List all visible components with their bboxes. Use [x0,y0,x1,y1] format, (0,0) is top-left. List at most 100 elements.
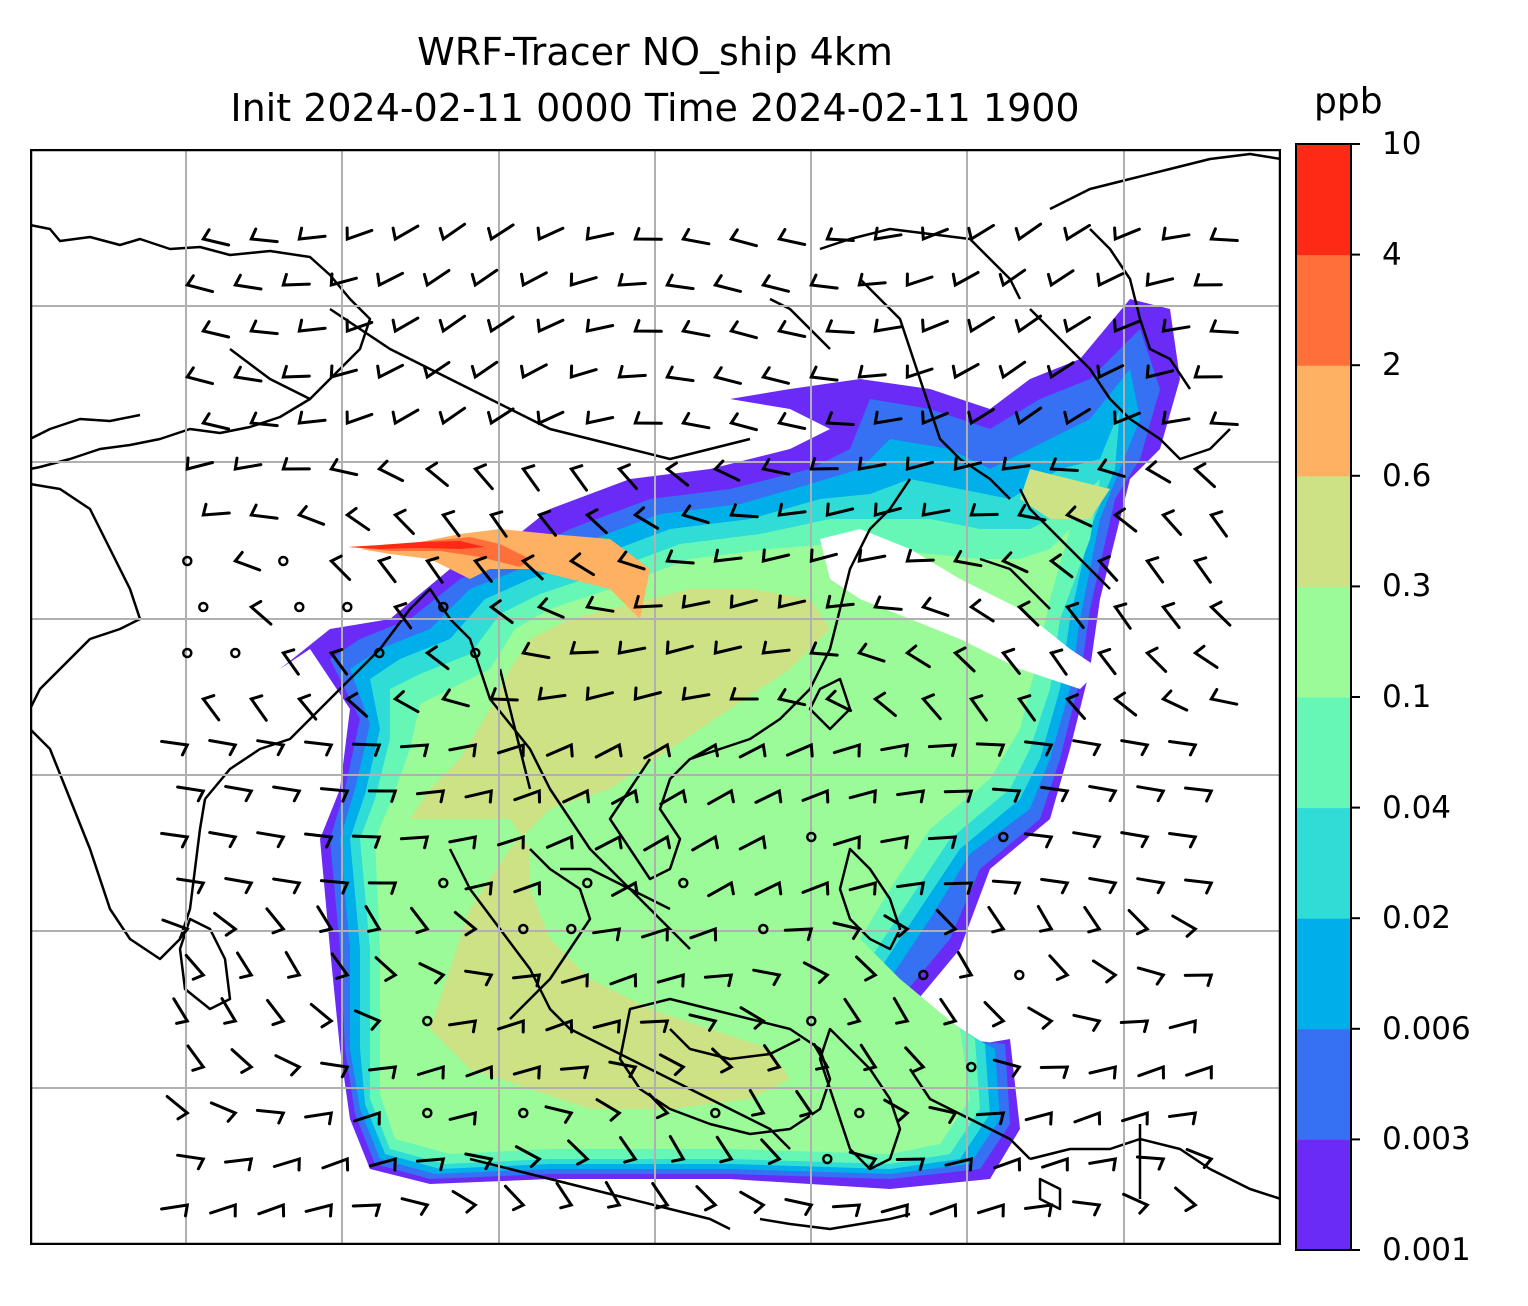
wind-barb [448,743,478,758]
wind-barb [391,224,420,242]
wind-barb [284,951,302,979]
wind-barb [873,226,903,241]
colorbar-tick-label: 10 [1382,126,1422,162]
wind-barb [351,1203,382,1218]
wind-barb [555,1181,574,1210]
field-level-9 [348,541,485,549]
colorbar-tick-label: 0.04 [1382,789,1452,826]
wind-barb [376,271,404,288]
wind-barb [1064,505,1093,528]
wind-barb [513,788,541,804]
wind-barb-calm [422,1015,433,1027]
wind-barb [703,973,734,988]
wind-barb [929,1202,958,1218]
wind-barb [585,318,615,333]
wind-barb [848,1150,878,1170]
wind-barb [873,318,903,333]
wind-barb [488,510,508,538]
wind-barb [1048,954,1070,981]
wind-barb [257,1202,286,1218]
wind-barb [1000,647,1021,675]
wind-barb [448,835,478,850]
wind-barb [1063,223,1091,242]
wind-barb [512,973,542,988]
wind-barb [695,1185,718,1212]
wind-barb [465,1064,494,1080]
wind-barb [883,914,910,938]
wind-barb [472,555,493,583]
wind-barb [633,686,662,701]
wind-barb [160,739,190,757]
colorbar-segment [1296,254,1351,366]
wind-barb [233,456,263,471]
wind-barb [470,360,499,380]
field-gap-1 [820,529,1100,689]
wind-barb [993,1156,1021,1172]
wind-barb [691,834,719,852]
wind-barb [763,1044,782,1072]
wind-barb [1064,601,1085,629]
colorbar-title: ppb [1314,81,1383,122]
wind-barb [1136,966,1166,986]
wind-barb-calm [854,1107,865,1119]
colorbar-tick-label: 0.1 [1382,679,1432,715]
colorbar-segment [1296,807,1351,919]
wind-barb [584,508,608,535]
wind-barb [536,410,565,426]
wind-barb [536,509,557,537]
wind-barb [213,911,238,937]
wind-barb-calm [518,923,529,935]
wind-barb [1072,831,1102,849]
wind-barb [956,951,974,979]
plot-title-line-2: Init 2024-02-11 0000 Time 2024-02-11 190… [230,86,1080,130]
wind-barb [609,972,638,988]
wind-barb [249,411,279,428]
wind-barb [643,834,671,852]
wind-barb [1160,601,1181,630]
wind-barb [831,1203,862,1218]
map-panel [30,149,1281,1245]
wind-barb [544,1105,574,1124]
wind-barb [1016,694,1036,722]
wind-barb [160,1203,190,1218]
wind-barb [809,548,838,563]
wind-barb [220,997,238,1025]
wind-barb [1168,740,1198,757]
wind-barb [905,364,934,380]
wind-barb [328,648,349,676]
wind-barb [367,789,398,803]
wind-barb [953,456,983,471]
wind-barb [825,227,855,242]
wind-barb [920,596,950,617]
wind-barb [438,314,467,334]
wind-barb [487,315,515,334]
wind-barb [487,223,515,242]
wind-barb [1119,1019,1150,1034]
wind-barb [748,1089,766,1117]
wind-barb-calm [566,923,577,935]
wind-barb [1209,227,1239,242]
wind-barb [739,1190,766,1214]
wind-barb [857,272,887,287]
wind-barb [297,410,327,425]
wind-barb [633,594,663,609]
wind-barb [975,1111,1006,1126]
wind-barb [608,1060,638,1079]
wind-barb [857,364,887,379]
wind-barb [943,789,974,803]
wind-barb [424,461,449,487]
wind-barb [895,1157,926,1171]
map-frame [30,149,1281,1245]
wind-barb-calm [230,647,241,659]
wind-barb [809,457,839,471]
wind-barb [680,504,710,525]
wind-barb [297,226,327,241]
colorbar-segment [1296,918,1351,1030]
wind-barb [801,788,830,804]
wind-barb [1112,602,1132,630]
wind-barb [905,548,935,563]
wind-barb [617,640,647,655]
wind-barb [281,457,311,471]
wind-barb [998,360,1027,380]
wind-barb [1209,411,1239,426]
